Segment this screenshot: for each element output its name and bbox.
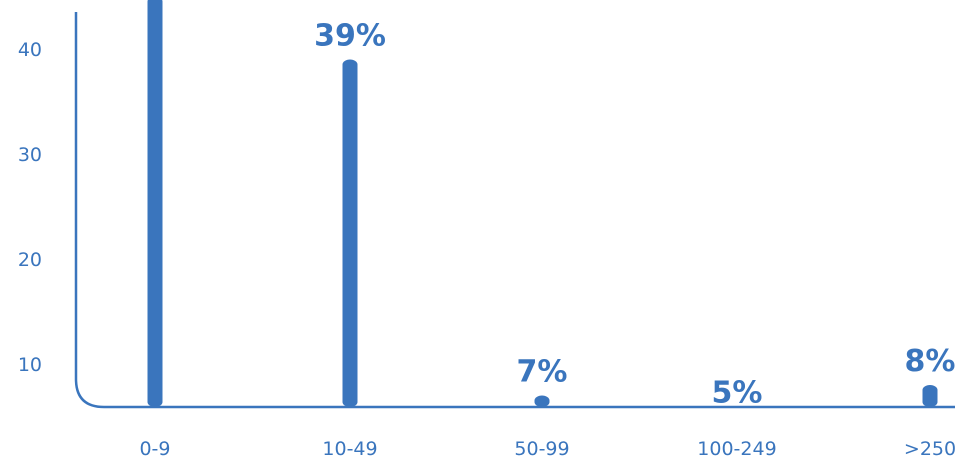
x-tick-label: 0-9 <box>139 438 170 460</box>
x-tick-label: 100-249 <box>697 438 776 460</box>
data-label: 39% <box>314 19 386 54</box>
bar <box>534 395 550 407</box>
data-label: 8% <box>905 344 956 379</box>
y-tick-label: 40 <box>18 39 42 61</box>
bar <box>342 59 358 407</box>
data-label: 5% <box>712 376 763 411</box>
x-tick-label: 10-49 <box>322 438 377 460</box>
y-axis-tick-labels: 10 20 30 40 <box>18 39 42 376</box>
y-tick-label: 10 <box>18 354 42 376</box>
data-label: 7% <box>517 355 568 390</box>
x-tick-label: >250 <box>904 438 956 460</box>
bar <box>922 385 938 407</box>
x-axis-tick-labels: 0-9 10-49 50-99 100-249 >250 <box>139 438 956 460</box>
bar <box>147 0 163 407</box>
x-tick-label: 50-99 <box>514 438 569 460</box>
bars-group <box>147 0 938 407</box>
axis-line <box>74 12 955 409</box>
data-labels-group: 45%39%7%5%8% <box>314 19 956 411</box>
y-tick-label: 30 <box>18 144 42 166</box>
y-tick-label: 20 <box>18 249 42 271</box>
